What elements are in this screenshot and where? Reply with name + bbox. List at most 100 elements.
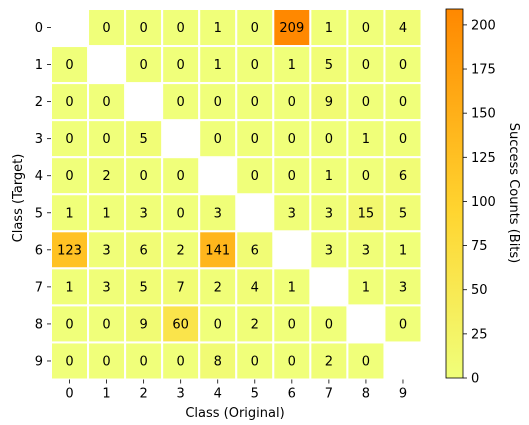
x-tick-label: 0 (65, 387, 73, 402)
x-tick-label: 9 (399, 387, 407, 402)
cell-value-label: 0 (399, 317, 407, 332)
heatmap-cell (198, 304, 238, 344)
cell-value-label: 0 (251, 169, 259, 184)
cell-value-label: 9 (139, 317, 147, 332)
cell-value-label: 0 (399, 58, 407, 73)
heatmap-cell (383, 267, 423, 307)
heatmap-cells (50, 8, 423, 381)
cell-value-label: 1 (399, 243, 407, 258)
colorbar-tick-label: 175 (471, 63, 496, 78)
cell-value-label: 0 (251, 58, 259, 73)
cell-value-label: 0 (177, 95, 185, 110)
cell-value-label: 1 (214, 21, 222, 36)
cell-value-label: 6 (251, 243, 259, 258)
y-tick-label: 9 (35, 354, 43, 369)
cell-value-label: 2 (325, 354, 333, 369)
cell-value-label: 0 (177, 58, 185, 73)
cell-value-label: 0 (139, 169, 147, 184)
cell-value-label: 0 (177, 21, 185, 36)
cell-value-label: 3 (102, 280, 110, 295)
cell-value-label: 1 (325, 21, 333, 36)
colorbar: 0 25 50 75 100 125 150 175 200 (445, 8, 496, 387)
cell-value-label: 3 (399, 280, 407, 295)
cell-value-label: 1 (288, 280, 296, 295)
cell-value-label: 5 (325, 58, 333, 73)
cell-value-label: 0 (251, 132, 259, 147)
x-tick-label: 3 (177, 387, 185, 402)
cell-value-label: 0 (362, 21, 370, 36)
y-tick-label: 7 (35, 280, 43, 295)
cell-value-label: 0 (214, 95, 222, 110)
cell-value-label: 0 (288, 317, 296, 332)
heatmap-cell (198, 267, 238, 307)
cell-value-label: 1 (214, 58, 222, 73)
y-tick-label: 1 (35, 58, 43, 73)
cell-value-label: 1 (325, 169, 333, 184)
y-tick-label: 0 (35, 21, 43, 36)
cell-value-label: 0 (214, 317, 222, 332)
cell-value-label: 4 (399, 21, 407, 36)
cell-value-label: 0 (102, 132, 110, 147)
heatmap-cell (383, 82, 423, 122)
cell-value-label: 0 (288, 169, 296, 184)
heatmap-cell (235, 82, 275, 122)
heatmap-cell (50, 82, 90, 122)
y-axis-label: Class (Target) (11, 154, 26, 243)
cell-value-label: 0 (251, 354, 259, 369)
heatmap-cell (50, 230, 90, 270)
y-tick-label: 6 (35, 243, 43, 258)
heatmap-cell (346, 45, 386, 85)
cell-value-label: 3 (288, 206, 296, 221)
cell-value-label: 141 (205, 243, 230, 258)
x-tick-label: 6 (288, 387, 296, 402)
heatmap-cell (272, 304, 312, 344)
cell-value-label: 9 (325, 95, 333, 110)
y-tick-label: 2 (35, 95, 43, 110)
cell-value-label: 209 (279, 21, 304, 36)
heatmap-cell (346, 341, 386, 381)
cell-value-label: 0 (288, 354, 296, 369)
cell-value-label: 2 (214, 280, 222, 295)
cell-value-label: 0 (399, 95, 407, 110)
cell-value-label: 0 (325, 317, 333, 332)
cell-value-label: 6 (399, 169, 407, 184)
y-tick-label: 8 (35, 317, 43, 332)
cell-value-label: 15 (358, 206, 375, 221)
cell-value-label: 0 (399, 132, 407, 147)
cell-value-label: 7 (177, 280, 185, 295)
cell-value-label: 6 (139, 243, 147, 258)
cell-value-label: 0 (362, 58, 370, 73)
cell-value-label: 0 (177, 206, 185, 221)
colorbar-tick-label: 125 (471, 151, 496, 166)
heatmap-cell (346, 8, 386, 48)
heatmap-cell (309, 230, 349, 270)
heatmap-cell (383, 304, 423, 344)
cell-value-label: 0 (65, 58, 73, 73)
heatmap-cell (124, 267, 164, 307)
x-axis-label: Class (Original) (185, 406, 284, 421)
heatmap-cell (383, 119, 423, 159)
colorbar-tick-label: 0 (471, 372, 479, 387)
colorbar-gradient (445, 8, 464, 379)
cell-value-label: 0 (251, 95, 259, 110)
heatmap-cell (87, 8, 127, 48)
y-axis: 0 1 2 3 4 5 6 7 8 9 (35, 21, 51, 369)
cell-value-label: 0 (65, 354, 73, 369)
heatmap-cell (272, 341, 312, 381)
cell-value-label: 2 (177, 243, 185, 258)
colorbar-label: Success Counts (Bits) (506, 123, 521, 264)
cell-value-label: 1 (102, 206, 110, 221)
heatmap-cell (50, 193, 90, 233)
heatmap-cell (124, 193, 164, 233)
cell-value-label: 1 (65, 280, 73, 295)
x-tick-label: 2 (139, 387, 147, 402)
cell-value-label: 0 (177, 354, 185, 369)
colorbar-tick-label: 100 (471, 195, 496, 210)
cell-value-label: 3 (362, 243, 370, 258)
cell-value-label: 0 (102, 21, 110, 36)
cell-value-label: 5 (139, 280, 147, 295)
cell-value-label: 0 (251, 21, 259, 36)
cell-value-label: 0 (214, 132, 222, 147)
cell-value-label: 3 (214, 206, 222, 221)
heatmap-cell (161, 82, 201, 122)
